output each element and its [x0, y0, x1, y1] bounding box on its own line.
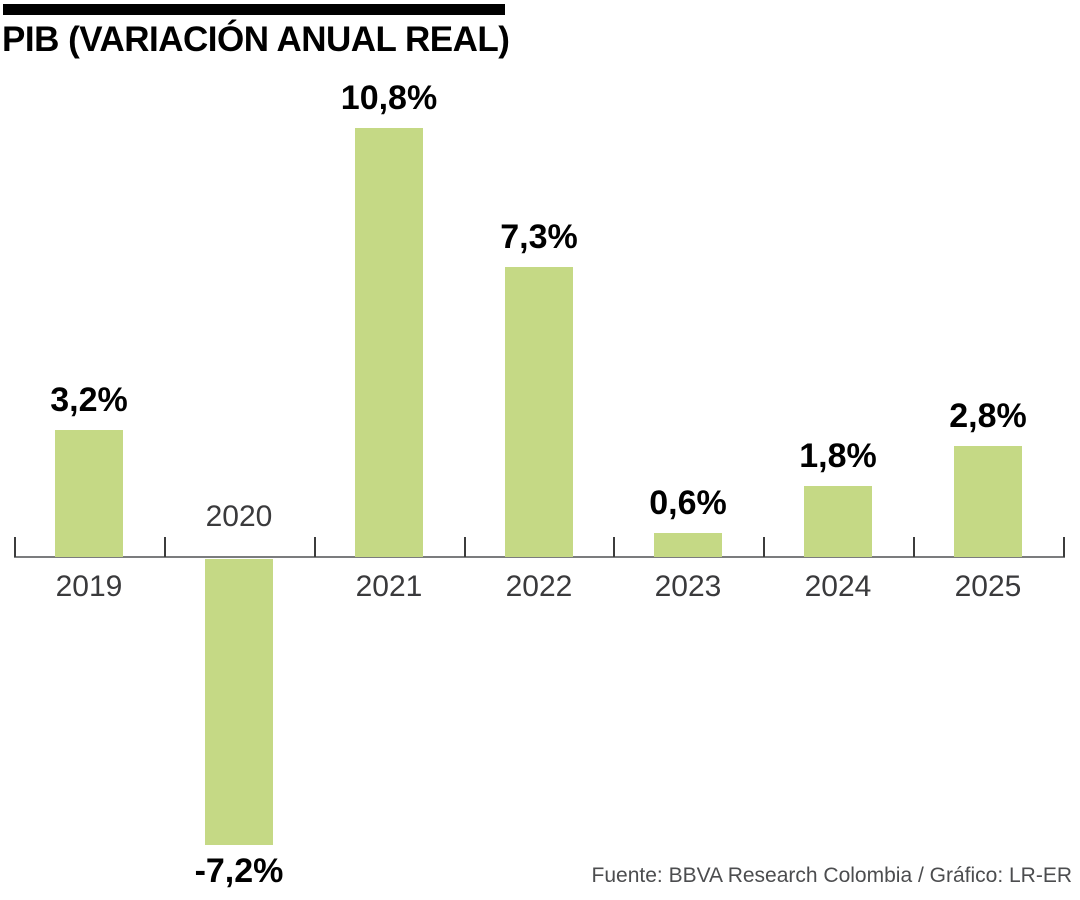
axis-tick — [314, 537, 316, 557]
value-label-2021: 10,8% — [340, 79, 438, 117]
axis-tick — [464, 537, 466, 557]
axis-tick — [913, 537, 915, 557]
bar-2023 — [654, 533, 722, 557]
bar-2020 — [205, 559, 273, 845]
bar-2019 — [55, 430, 123, 557]
source-credit: Fuente: BBVA Research Colombia / Gráfico… — [591, 864, 1072, 887]
year-label-2019: 2019 — [55, 570, 123, 603]
axis-tick — [14, 537, 16, 557]
bar-2022 — [505, 267, 573, 557]
axis-tick — [613, 537, 615, 557]
x-axis-line — [14, 556, 1065, 558]
year-label-2023: 2023 — [654, 570, 722, 603]
value-label-2019: 3,2% — [50, 381, 128, 419]
year-label-2024: 2024 — [804, 570, 872, 603]
year-label-2021: 2021 — [355, 570, 423, 603]
axis-tick — [1063, 537, 1065, 557]
year-label-2022: 2022 — [505, 570, 573, 603]
value-label-2023: 0,6% — [649, 484, 727, 522]
chart-title: PIB (VARIACIÓN ANUAL REAL) — [2, 20, 510, 59]
value-label-2024: 1,8% — [799, 437, 877, 475]
year-label-2020: 2020 — [205, 500, 273, 533]
bar-2025 — [954, 446, 1022, 557]
axis-tick — [763, 537, 765, 557]
value-label-2020: -7,2% — [194, 852, 284, 890]
axis-tick — [164, 537, 166, 557]
year-label-2025: 2025 — [954, 570, 1022, 603]
bar-2021 — [355, 128, 423, 557]
bar-2024 — [804, 486, 872, 557]
title-rule — [3, 4, 505, 15]
value-label-2025: 2,8% — [949, 397, 1027, 435]
value-label-2022: 7,3% — [500, 218, 578, 256]
